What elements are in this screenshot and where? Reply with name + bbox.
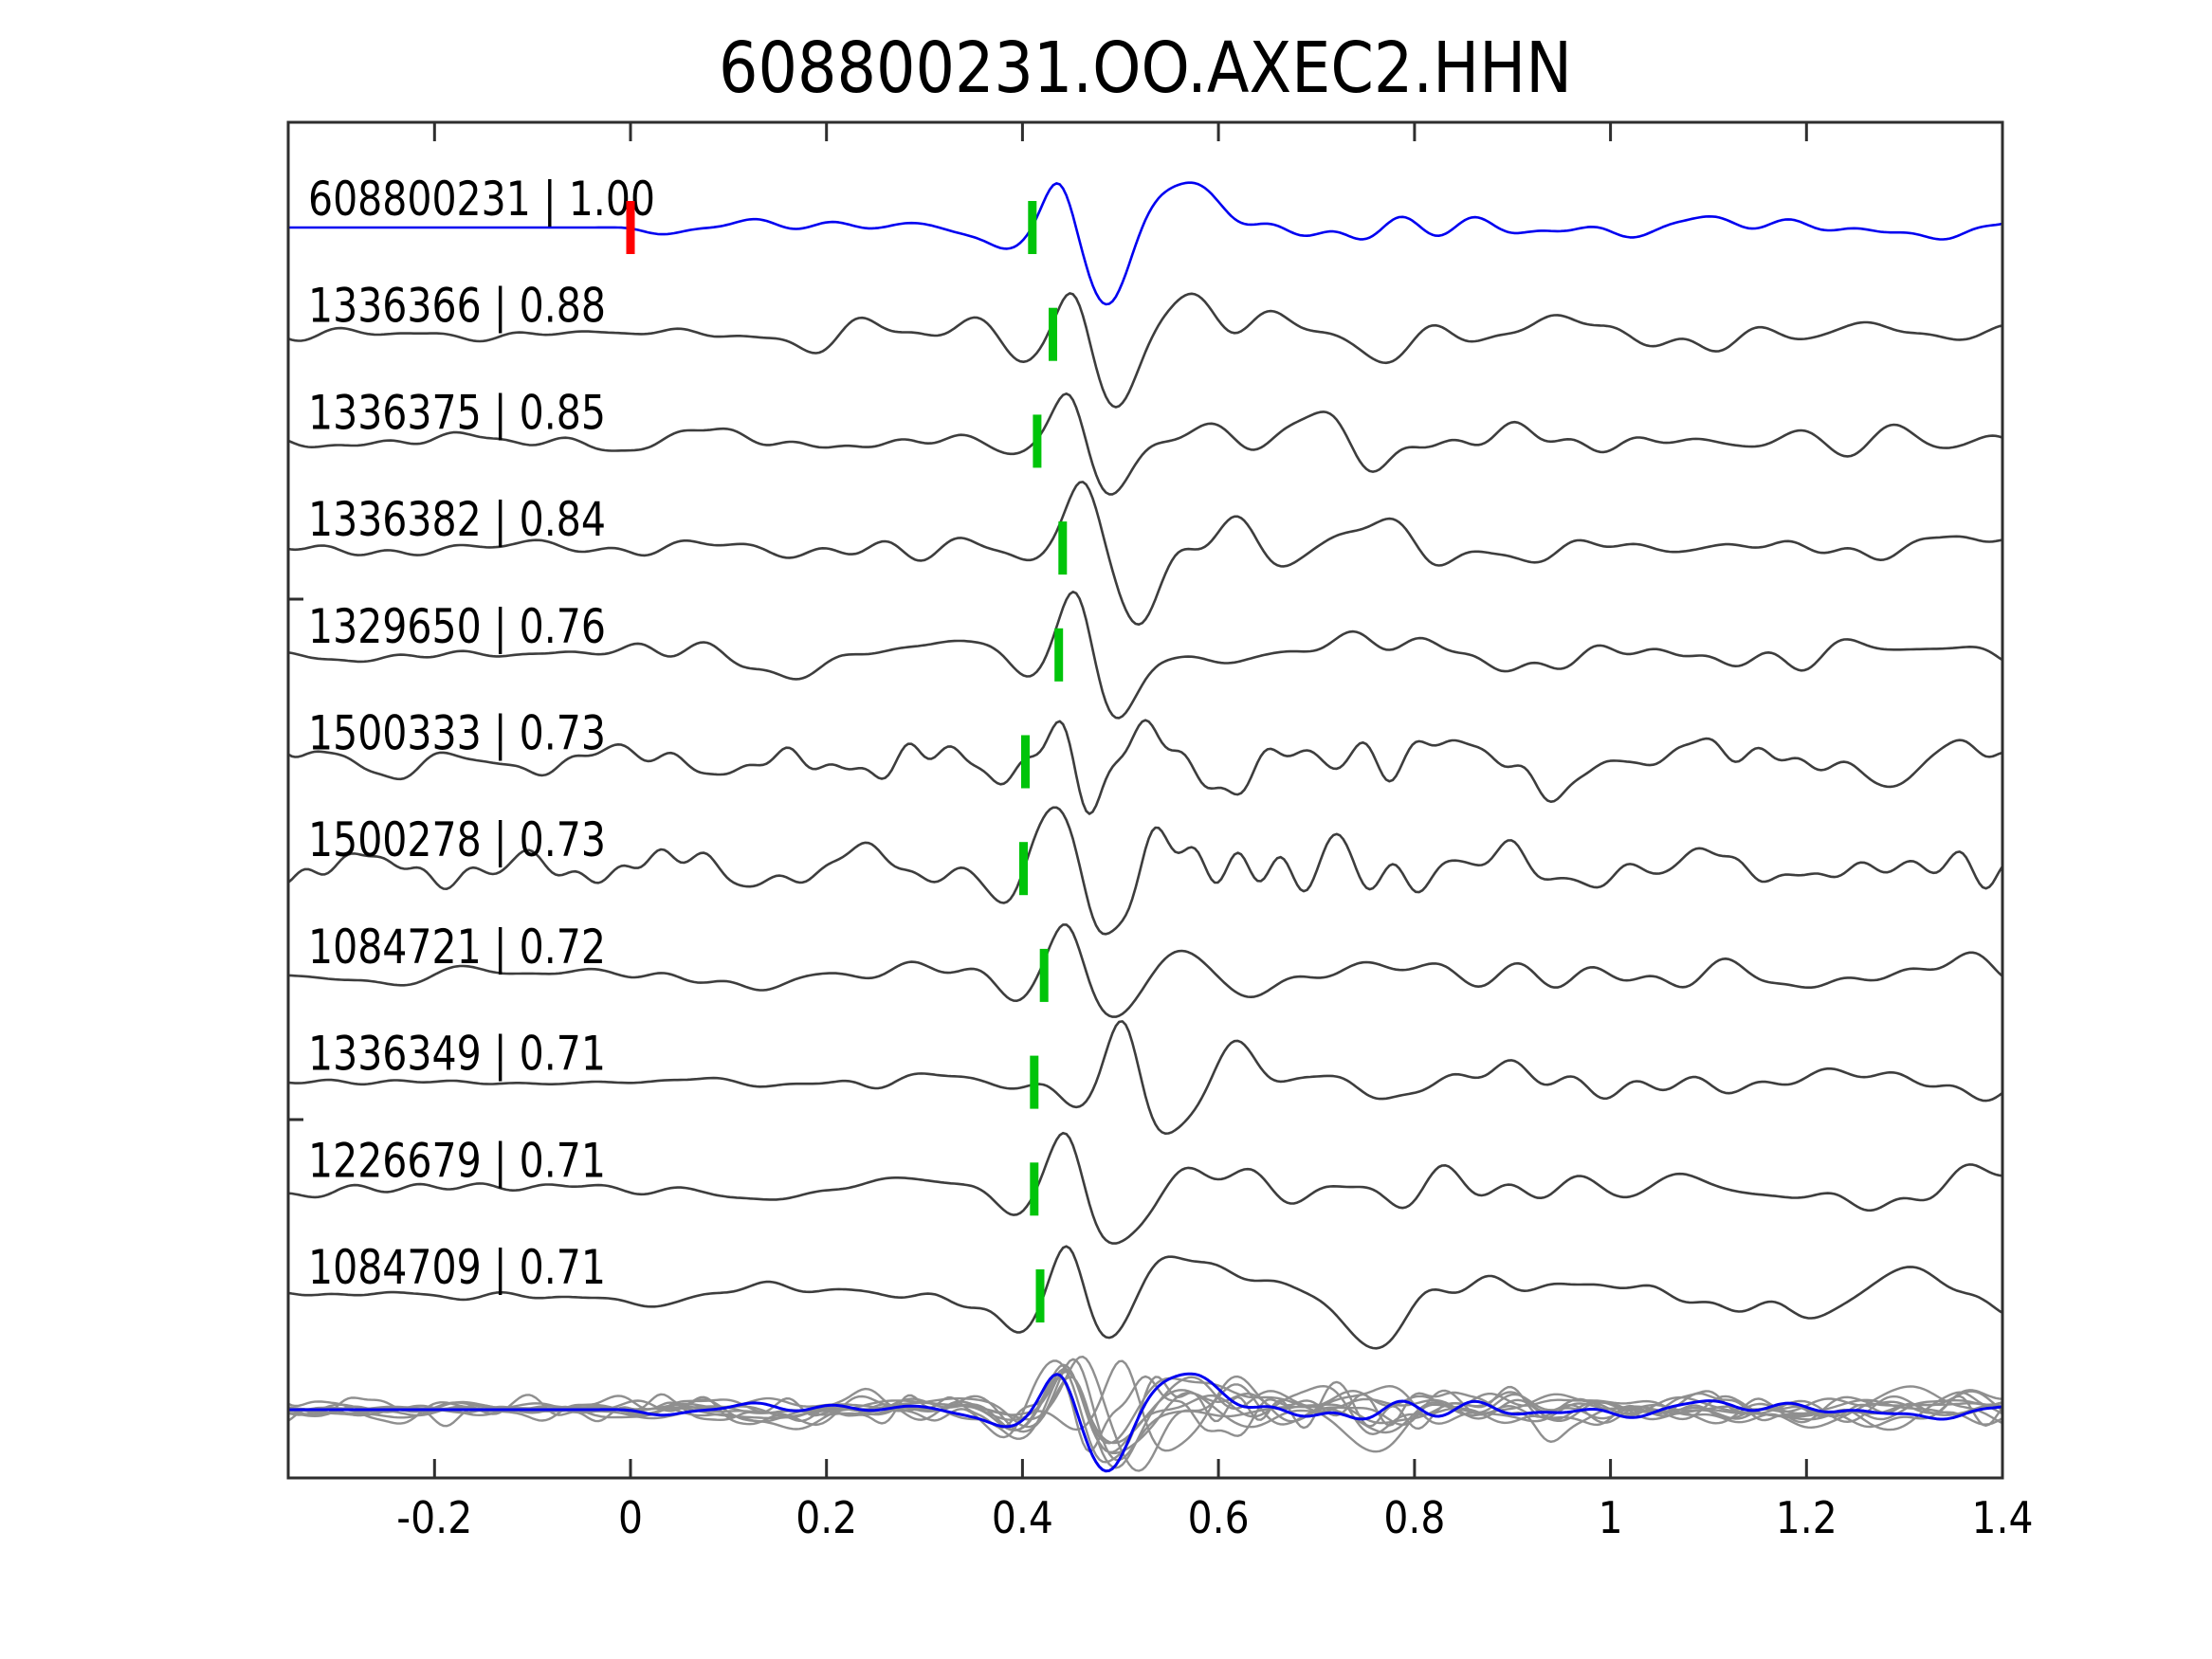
waveform-trace (289, 481, 2002, 626)
waveform-trace (289, 392, 2002, 496)
trace-label: 1226679 | 0.71 (308, 1133, 606, 1188)
waveform-trace (289, 719, 2002, 815)
overlay-template-trace (289, 1372, 2002, 1473)
trace-label: 1500278 | 0.73 (308, 812, 606, 867)
pick-marker (1030, 1162, 1039, 1216)
overlay-trace (289, 1356, 2002, 1472)
trace-label: 1336349 | 0.71 (308, 1027, 606, 1082)
overlay-trace (289, 1376, 2002, 1469)
pick-marker (1030, 1055, 1039, 1109)
x-tick-label: 1 (1599, 1492, 1623, 1543)
axes-layer: -0.2 0 0.2 0.4 0.6 0.8 1 1.2 1.4 (286, 120, 2034, 1543)
trace-label: 1336366 | 0.88 (308, 279, 606, 334)
plot-title: 608800231.OO.AXEC2.HHN (719, 27, 1572, 109)
pick-marker (1021, 735, 1030, 789)
pick-marker (1033, 414, 1042, 468)
template-trace (289, 181, 2002, 306)
trace-label: 608800231 | 1.00 (308, 172, 655, 227)
trace-label: 1336382 | 0.84 (308, 492, 606, 547)
pick-marker (1054, 628, 1064, 682)
x-tick-label: -0.2 (396, 1492, 472, 1543)
pick-marker (1028, 201, 1037, 254)
waveform-trace (289, 1245, 2002, 1350)
trace-label: 1329650 | 0.76 (308, 599, 606, 654)
x-tick-label: 1.4 (1972, 1492, 2034, 1543)
x-tick-label: 0.8 (1383, 1492, 1445, 1543)
waveform-trace (289, 591, 2002, 720)
waveform-trace (289, 1131, 2002, 1245)
waveform-trace (289, 292, 2002, 409)
overlay-trace (289, 1375, 2002, 1453)
pick-marker (1019, 842, 1028, 896)
waveform-trace (289, 806, 2002, 936)
trace-label: 1336375 | 0.85 (308, 385, 606, 440)
traces-layer (289, 181, 2002, 1473)
x-tick-label: 0.4 (992, 1492, 1053, 1543)
origin-marker (626, 201, 635, 254)
markers-layer (626, 201, 1068, 1322)
x-tick-label: 0.2 (795, 1492, 857, 1543)
x-tick-label: 0.6 (1188, 1492, 1250, 1543)
labels-layer: 608800231 | 1.00 1336366 | 0.88 1336375 | … (308, 172, 655, 1295)
pick-marker (1039, 948, 1049, 1002)
trace-label: 1084721 | 0.72 (308, 920, 606, 975)
trace-label: 1084709 | 0.71 (308, 1240, 606, 1295)
waveform-trace (289, 1020, 2002, 1135)
x-tick-label: 0 (618, 1492, 643, 1543)
plot-border (286, 120, 2004, 1480)
x-tick-label: 1.2 (1776, 1492, 1837, 1543)
pick-marker (1058, 521, 1068, 575)
waveform-trace (289, 923, 2002, 1018)
pick-marker (1049, 307, 1057, 361)
pick-marker (1035, 1269, 1045, 1322)
trace-label: 1500333 | 0.73 (308, 706, 606, 761)
